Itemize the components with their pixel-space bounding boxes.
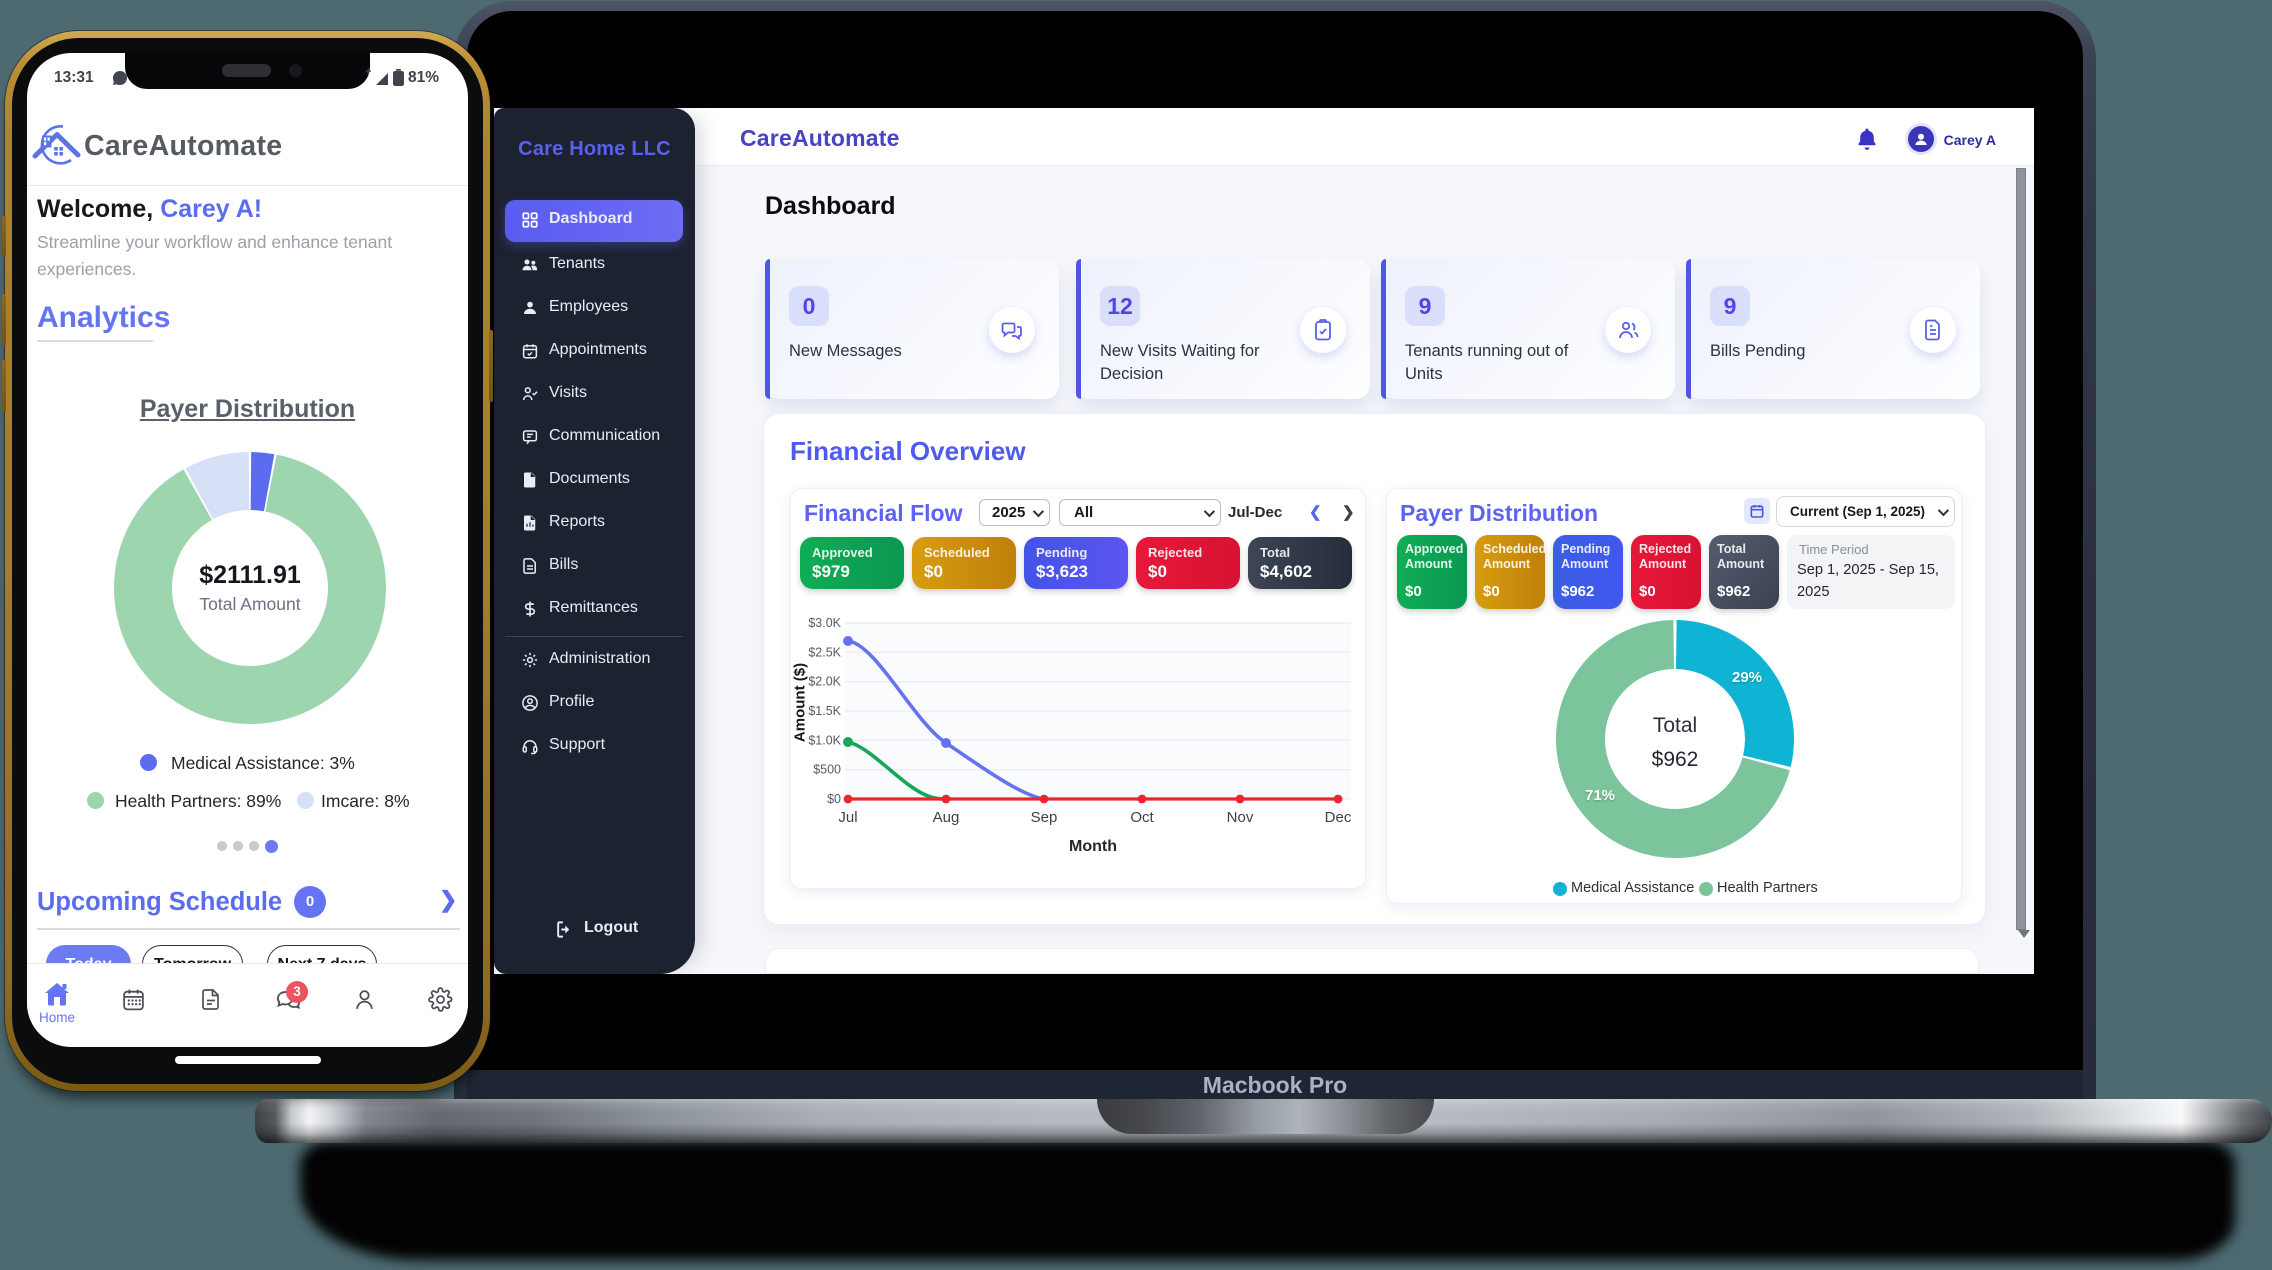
svg-text:$2.0K: $2.0K — [808, 675, 841, 689]
svg-text:$3.0K: $3.0K — [808, 616, 841, 630]
svg-text:Sep: Sep — [1031, 809, 1058, 826]
svg-text:$1.5K: $1.5K — [808, 704, 841, 718]
svg-text:Jul: Jul — [838, 809, 857, 826]
svg-text:$500: $500 — [813, 763, 841, 777]
svg-text:Oct: Oct — [1130, 809, 1154, 826]
svg-text:Aug: Aug — [933, 809, 960, 826]
svg-text:$2.5K: $2.5K — [808, 645, 841, 659]
svg-text:Nov: Nov — [1227, 809, 1254, 826]
svg-text:Month: Month — [1069, 838, 1117, 855]
svg-text:Dec: Dec — [1325, 809, 1352, 826]
svg-text:$0: $0 — [827, 792, 841, 806]
svg-text:$1.0K: $1.0K — [808, 733, 841, 747]
